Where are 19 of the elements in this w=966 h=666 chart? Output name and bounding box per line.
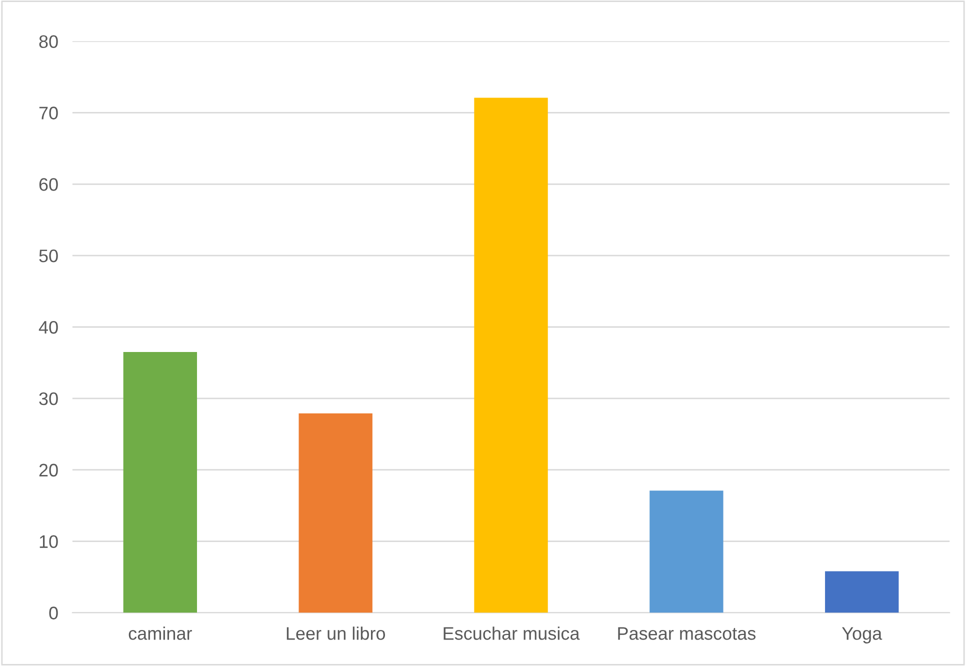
x-tick-label: Leer un libro — [286, 626, 386, 640]
bar — [825, 571, 899, 613]
y-tick-label: 40 — [38, 320, 58, 334]
y-tick-label: 50 — [39, 250, 58, 262]
bar — [650, 490, 724, 613]
y-tick-label: 20 — [39, 464, 58, 477]
y-tick-label: 80 — [39, 35, 58, 48]
y-tick-label: 60 — [39, 178, 58, 191]
bar — [123, 352, 197, 613]
x-tick-label: Yoga — [842, 627, 882, 644]
x-tick-label: Escuchar musica — [444, 626, 580, 640]
y-tick-label: 70 — [39, 106, 58, 120]
x-tick-label: Pasear mascotas — [618, 627, 756, 640]
x-tick-label: caminar — [128, 626, 192, 640]
y-tick-label: 30 — [39, 392, 58, 406]
y-tick-label: 10 — [40, 535, 58, 548]
y-tick-label: 0 — [49, 606, 58, 620]
bar — [298, 413, 372, 613]
bar — [474, 98, 548, 613]
